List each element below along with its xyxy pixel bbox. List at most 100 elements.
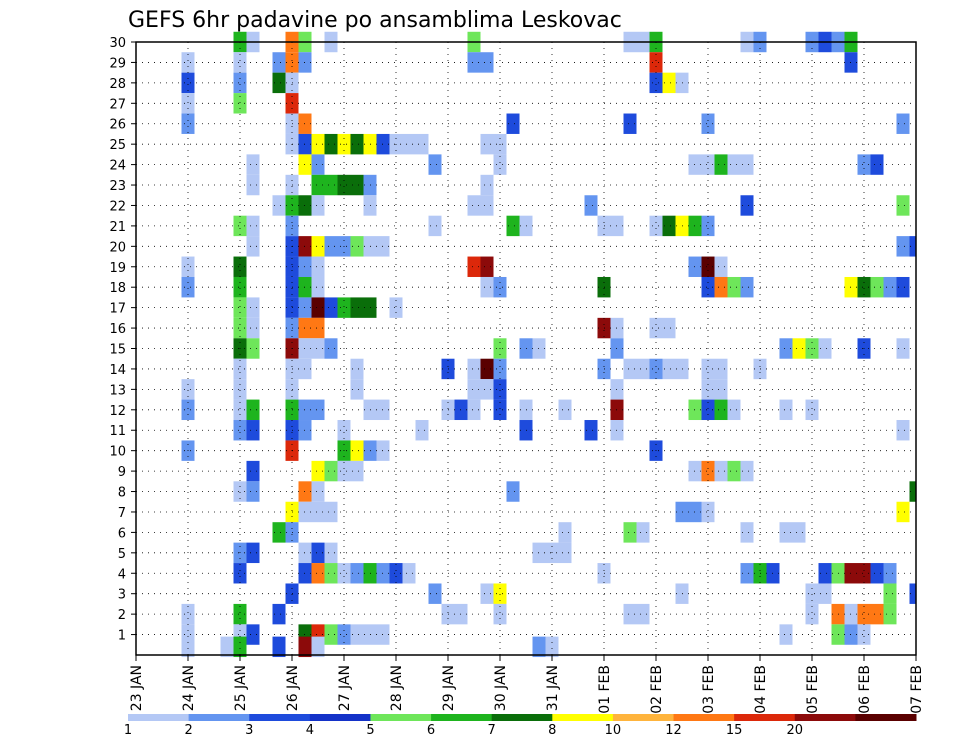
heatmap-cell bbox=[870, 276, 884, 298]
x-tick-label: 07 FEB bbox=[909, 665, 925, 714]
colorbar-swatch bbox=[370, 714, 432, 721]
heatmap-cell bbox=[246, 317, 260, 339]
heatmap-cell bbox=[311, 297, 325, 318]
x-tick-label: 06 FEB bbox=[857, 665, 873, 714]
heatmap-cell bbox=[623, 522, 637, 543]
colorbar-swatch bbox=[249, 714, 311, 721]
heatmap-cell bbox=[324, 624, 338, 645]
colorbar-label: 1 bbox=[124, 723, 132, 738]
heatmap-cell bbox=[246, 236, 260, 257]
colorbar-label: 15 bbox=[726, 723, 743, 738]
heatmap-cell bbox=[181, 256, 195, 277]
heatmap-cell bbox=[805, 603, 819, 625]
heatmap-cell bbox=[740, 563, 754, 584]
heatmap-cell bbox=[233, 215, 247, 237]
y-tick-label: 5 bbox=[118, 547, 126, 562]
heatmap-cell bbox=[636, 603, 650, 625]
heatmap-cell bbox=[350, 133, 364, 155]
colorbar-swatch bbox=[552, 714, 614, 721]
heatmap-cell bbox=[233, 603, 247, 625]
heatmap-cell bbox=[467, 52, 481, 73]
heatmap-cell bbox=[246, 624, 260, 645]
colorbar-swatch bbox=[855, 714, 917, 721]
colorbar-swatch bbox=[673, 714, 735, 721]
y-tick-label: 26 bbox=[109, 118, 126, 133]
heatmap-cell bbox=[350, 624, 364, 645]
heatmap-cell bbox=[246, 338, 260, 359]
heatmap-cell bbox=[636, 522, 650, 543]
heatmap-cell bbox=[233, 297, 247, 318]
heatmap-cell bbox=[324, 460, 338, 482]
heatmap-cell bbox=[181, 379, 195, 400]
heatmap-cell bbox=[701, 501, 715, 523]
heatmap-cell bbox=[857, 603, 871, 625]
heatmap-cell bbox=[311, 460, 325, 482]
heatmap-cell bbox=[883, 563, 897, 584]
heatmap-cell bbox=[337, 624, 351, 645]
chart-title: GEFS 6hr padavine po ansamblima Leskovac bbox=[128, 8, 622, 33]
heatmap-cell bbox=[818, 338, 832, 359]
heatmap-cell bbox=[181, 113, 195, 134]
heatmap-cell bbox=[649, 52, 663, 73]
x-tick-label: 02 FEB bbox=[649, 665, 665, 714]
heatmap-cell bbox=[727, 276, 741, 298]
y-axis: 1234567891011121314151617181920212223242… bbox=[109, 36, 136, 644]
heatmap-cell bbox=[701, 276, 715, 298]
heatmap-cell bbox=[623, 113, 637, 134]
heatmap-cell bbox=[246, 297, 260, 318]
colorbar-swatch bbox=[128, 714, 190, 721]
heatmap-cell bbox=[714, 276, 728, 298]
heatmap-cell bbox=[636, 358, 650, 380]
heatmap-cell bbox=[870, 154, 884, 175]
heatmap-cell bbox=[350, 174, 364, 196]
heatmap-cell bbox=[233, 379, 247, 400]
heatmap-cell bbox=[545, 636, 559, 658]
x-tick-label: 27 JAN bbox=[337, 665, 353, 711]
heatmap-cell bbox=[324, 236, 338, 257]
heatmap-cell bbox=[233, 399, 247, 421]
heatmap-cell bbox=[558, 522, 572, 543]
y-tick-label: 19 bbox=[109, 261, 126, 276]
heatmap-cell bbox=[909, 236, 916, 257]
heatmap-cell bbox=[818, 583, 832, 604]
colorbar-label: 7 bbox=[488, 723, 496, 738]
heatmap-cell bbox=[480, 52, 494, 73]
y-tick-label: 3 bbox=[118, 588, 126, 603]
x-tick-label: 04 FEB bbox=[753, 665, 769, 714]
heatmap-cell bbox=[883, 583, 897, 604]
heatmap-cell bbox=[623, 358, 637, 380]
colorbar-label: 3 bbox=[245, 723, 253, 738]
heatmap-cell bbox=[909, 583, 916, 604]
heatmap-cell bbox=[558, 542, 572, 564]
heatmap-cell bbox=[480, 195, 494, 216]
heatmap-cell bbox=[480, 583, 494, 604]
heatmap-cell bbox=[246, 460, 260, 482]
heatmap-cell bbox=[467, 256, 481, 277]
colorbar-swatch bbox=[188, 714, 250, 721]
heatmap-cell bbox=[233, 256, 247, 277]
heatmap-cell bbox=[350, 440, 364, 461]
heatmap-cell bbox=[701, 460, 715, 482]
y-tick-label: 25 bbox=[109, 138, 126, 153]
heatmap-cell bbox=[818, 563, 832, 584]
heatmap-cell bbox=[649, 317, 663, 339]
heatmap-cell bbox=[428, 215, 442, 237]
heatmap-cell bbox=[324, 174, 338, 196]
heatmap-cell bbox=[779, 399, 793, 421]
heatmap-cell bbox=[714, 379, 728, 400]
heatmap-cell bbox=[779, 522, 793, 543]
heatmap-cell bbox=[896, 501, 910, 523]
heatmap-cell bbox=[311, 195, 325, 216]
x-tick-label: 05 FEB bbox=[805, 665, 821, 714]
heatmap-cell bbox=[311, 276, 325, 298]
heatmap-cell bbox=[181, 276, 195, 298]
heatmap-cell bbox=[311, 317, 325, 339]
heatmap-cell bbox=[480, 174, 494, 196]
heatmap-cell bbox=[701, 215, 715, 237]
heatmap-cell bbox=[337, 420, 351, 441]
heatmap-cell bbox=[402, 563, 416, 584]
heatmap-cell bbox=[337, 460, 351, 482]
heatmap-cell bbox=[857, 154, 871, 175]
heatmap-cell bbox=[350, 379, 364, 400]
x-tick-label: 25 JAN bbox=[233, 665, 249, 711]
